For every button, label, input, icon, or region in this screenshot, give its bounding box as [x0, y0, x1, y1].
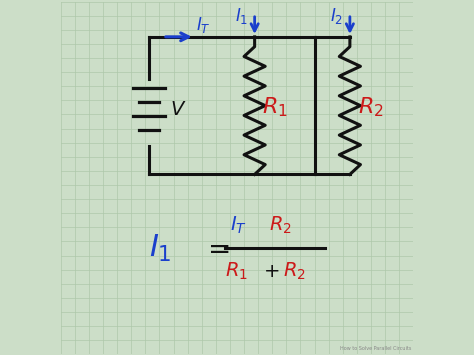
- Text: How to Solve Parallel Circuits: How to Solve Parallel Circuits: [340, 346, 411, 351]
- Text: $=$: $=$: [202, 235, 229, 262]
- Text: $R_2$: $R_2$: [358, 95, 383, 119]
- Text: $V$: $V$: [170, 100, 186, 119]
- Text: $+$: $+$: [264, 262, 280, 281]
- Text: $R_2$: $R_2$: [283, 261, 306, 282]
- Text: $I_1$: $I_1$: [149, 233, 172, 264]
- Text: $R_2$: $R_2$: [269, 215, 292, 236]
- Text: $I_2$: $I_2$: [330, 6, 344, 26]
- Text: $R_1$: $R_1$: [225, 261, 247, 282]
- Text: $I_T$: $I_T$: [196, 15, 211, 35]
- Text: $I_1$: $I_1$: [235, 6, 248, 26]
- Text: $R_1$: $R_1$: [263, 95, 288, 119]
- Text: $I_T$: $I_T$: [230, 215, 247, 236]
